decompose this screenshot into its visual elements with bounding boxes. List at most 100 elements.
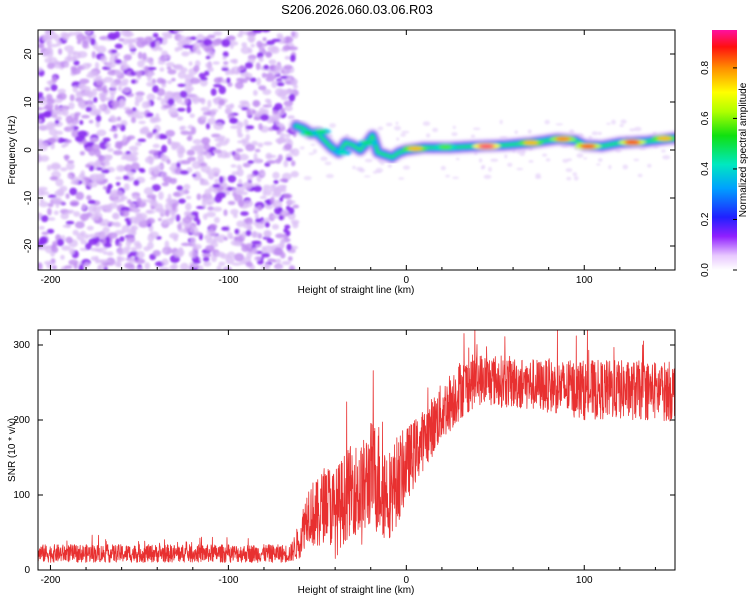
noise-blob (211, 255, 217, 263)
noise-blob (87, 199, 96, 205)
noise-blob (117, 85, 123, 92)
noise-blob (210, 113, 215, 118)
hotspot-core (407, 146, 423, 151)
noise-blob (110, 92, 115, 100)
noise-blob (73, 121, 79, 125)
noise-blob (196, 193, 202, 201)
noise-blob (91, 88, 98, 97)
noise-blob (206, 211, 216, 218)
noise-blob (181, 51, 190, 57)
noise-blob (86, 195, 92, 201)
noise-blob (239, 79, 248, 84)
noise-blob (251, 140, 259, 146)
halo-blob (470, 134, 476, 139)
noise-blob (236, 220, 246, 228)
noise-blob (273, 188, 282, 196)
noise-blob (135, 141, 142, 147)
noise-blob (232, 188, 237, 193)
noise-blob (173, 30, 184, 33)
spectrogram-xtick-label: 0 (404, 275, 410, 286)
halo-blob (598, 158, 603, 162)
noise-blob (132, 207, 139, 213)
noise-blob (47, 207, 52, 216)
noise-blob (177, 83, 187, 88)
noise-blob (255, 62, 261, 71)
noise-blob (38, 107, 44, 111)
noise-blob (223, 209, 228, 217)
noise-blob (119, 98, 125, 106)
noise-blob (279, 132, 285, 139)
noise-blob (276, 184, 286, 191)
noise-blob (133, 217, 141, 225)
noise-blob (169, 165, 178, 172)
spectrogram-x-ticks: -200 -100 0 100 (40, 30, 656, 286)
noise-blob (125, 153, 135, 162)
noise-blob (179, 90, 188, 99)
noise-blob (120, 206, 130, 212)
halo-blob (611, 119, 616, 125)
noise-blob (113, 133, 118, 139)
noise-blob (96, 129, 107, 137)
halo-blob (377, 126, 384, 131)
noise-blob (165, 209, 170, 217)
spectrogram-y-label: Frequency (Hz) (7, 116, 18, 185)
noise-blob (51, 75, 58, 84)
noise-blob (39, 197, 44, 203)
halo-blob (629, 128, 636, 132)
noise-blob (289, 54, 296, 62)
noise-blob (206, 201, 213, 206)
noise-blob (201, 137, 211, 145)
noise-blob (47, 194, 57, 198)
noise-blob (70, 68, 81, 75)
noise-blob (87, 181, 98, 188)
noise-blob (119, 236, 125, 242)
noise-blob (51, 265, 57, 270)
noise-blob (39, 236, 48, 245)
halo-blob (445, 174, 450, 178)
noise-blob (84, 233, 90, 240)
noise-blob (234, 186, 245, 194)
halo-blob (402, 165, 411, 170)
noise-blob (264, 98, 271, 104)
noise-blob (238, 178, 243, 186)
noise-blob (72, 56, 77, 62)
spectrogram-y-ticks: -20 -10 0 10 20 (23, 48, 675, 253)
noise-blob (284, 143, 292, 150)
noise-blob (85, 163, 92, 168)
noise-blob (274, 69, 280, 76)
noise-blob (121, 210, 130, 217)
noise-blob (61, 245, 71, 251)
noise-blob (85, 106, 93, 112)
halo-blob (490, 158, 499, 162)
noise-blob (218, 85, 226, 95)
noise-blob (64, 45, 75, 52)
noise-blob (189, 113, 195, 118)
halo-blob (527, 129, 532, 134)
noise-blob (109, 116, 118, 123)
halo-blob (400, 133, 406, 137)
noise-blob (102, 137, 111, 143)
noise-blob (72, 85, 78, 93)
noise-blob (182, 39, 193, 44)
noise-blob (56, 39, 62, 47)
snr-ytick-label: 0 (24, 565, 30, 576)
noise-blob (233, 152, 241, 161)
noise-blob (207, 206, 215, 211)
noise-blob (176, 162, 181, 168)
noise-blob (44, 87, 51, 92)
noise-blob (135, 243, 143, 250)
noise-blob (47, 202, 54, 208)
noise-blob (69, 200, 80, 207)
noise-blob (91, 51, 96, 59)
noise-blob (173, 250, 184, 258)
noise-blob (152, 85, 159, 93)
noise-blob (146, 217, 155, 224)
noise-blob (38, 119, 43, 123)
noise-blob (146, 81, 155, 87)
noise-blob (290, 170, 299, 178)
noise-blob (62, 108, 69, 117)
halo-blob (363, 175, 371, 178)
noise-blob (178, 145, 185, 153)
noise-blob (75, 191, 85, 201)
noise-blob (146, 209, 153, 214)
